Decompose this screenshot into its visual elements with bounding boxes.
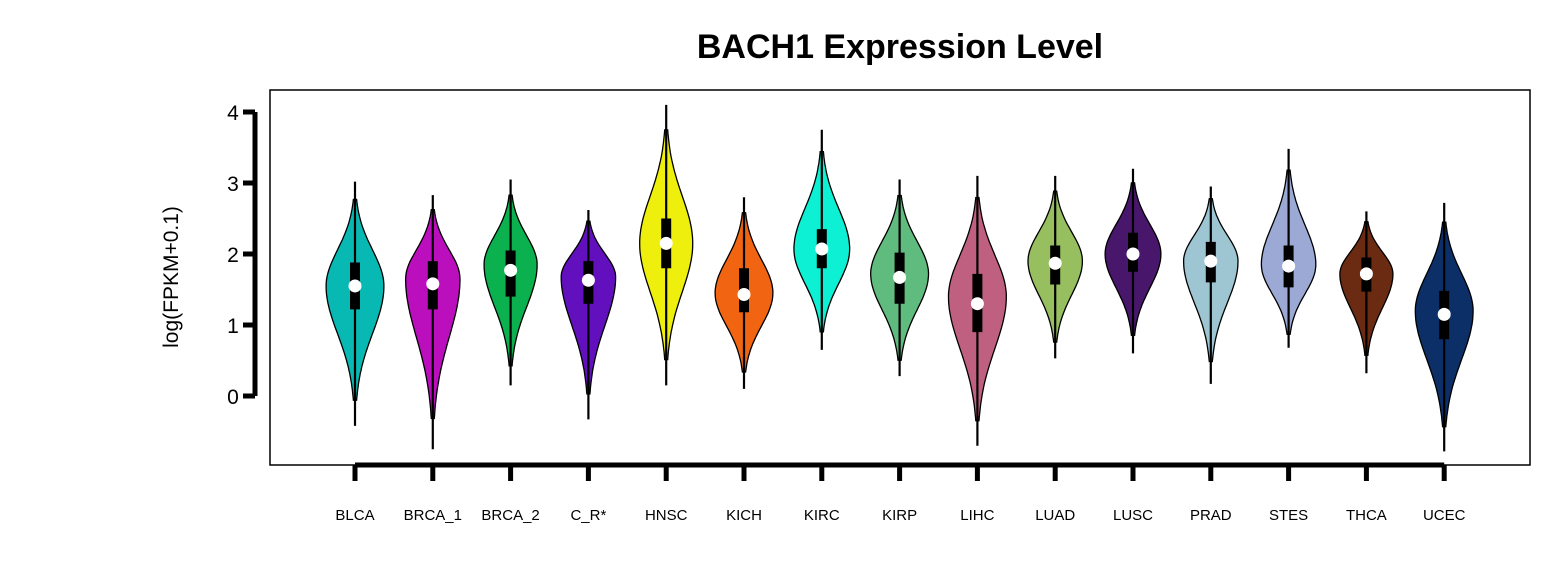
x-tick-label: KIRC — [804, 507, 840, 524]
violin-median-dot — [1359, 267, 1373, 281]
violin-kich — [714, 197, 774, 389]
y-tick-label: 3 — [227, 173, 239, 196]
x-tick-label: BRCA_2 — [481, 507, 539, 524]
x-tick-label: LUSC — [1113, 507, 1153, 524]
violin-brca-2 — [483, 179, 538, 386]
x-tick-label: BRCA_1 — [404, 507, 462, 524]
x-tick-label: THCA — [1346, 507, 1387, 524]
violin-prad — [1182, 186, 1239, 384]
violin-median-dot — [970, 297, 984, 311]
y-tick-label: 0 — [227, 386, 239, 409]
violin-median-dot — [659, 236, 673, 250]
violin-blca — [325, 181, 385, 426]
violin-median-dot — [815, 242, 829, 256]
x-tick-label: PRAD — [1190, 507, 1232, 524]
y-axis: 0 1 2 3 4 — [227, 102, 258, 409]
violin-median-dot — [426, 277, 440, 291]
violin-lusc — [1104, 168, 1162, 354]
violins — [325, 104, 1474, 452]
x-axis: BLCA BRCA_1 BRCA_2 C_R* HNSC KICH KIRC KIRP LIHC… — [335, 462, 1466, 524]
violin-hnsc — [639, 104, 694, 386]
violin-thca — [1339, 211, 1394, 374]
violin-median-dot — [504, 263, 518, 277]
violin-kirp — [870, 179, 930, 377]
violin-median-dot — [737, 287, 751, 301]
violin-luad — [1027, 175, 1084, 359]
y-axis-label: log(FPKM+0.1) — [160, 206, 183, 348]
violin-median-dot — [1437, 307, 1451, 321]
x-tick-label: KIRP — [882, 507, 917, 524]
x-tick-label: LIHC — [960, 507, 994, 524]
x-tick-label: UCEC — [1423, 507, 1466, 524]
violin-c-r- — [560, 209, 617, 420]
x-tick-label: HNSC — [645, 507, 688, 524]
violin-median-dot — [348, 279, 362, 293]
violin-ucec — [1414, 202, 1474, 452]
chart-title: BACH1 Expression Level — [697, 28, 1103, 66]
x-tick-label: C_R* — [570, 507, 606, 524]
y-tick-label: 1 — [227, 315, 239, 338]
violin-kirc — [793, 129, 851, 350]
violin-stes — [1260, 148, 1317, 348]
violin-median-dot — [1282, 259, 1296, 273]
violin-median-dot — [1204, 254, 1218, 268]
violin-lihc — [947, 175, 1007, 446]
y-tick-label: 4 — [227, 102, 239, 125]
x-tick-label: STES — [1269, 507, 1308, 524]
violin-median-dot — [1126, 247, 1140, 261]
x-tick-label: KICH — [726, 507, 762, 524]
violin-median-dot — [1048, 256, 1062, 270]
x-tick-label: LUAD — [1035, 507, 1075, 524]
x-tick-label: BLCA — [335, 507, 374, 524]
violin-median-dot — [581, 273, 595, 287]
violin-median-dot — [893, 270, 907, 284]
y-tick-label: 2 — [227, 244, 239, 267]
violin-brca-1 — [404, 195, 461, 450]
